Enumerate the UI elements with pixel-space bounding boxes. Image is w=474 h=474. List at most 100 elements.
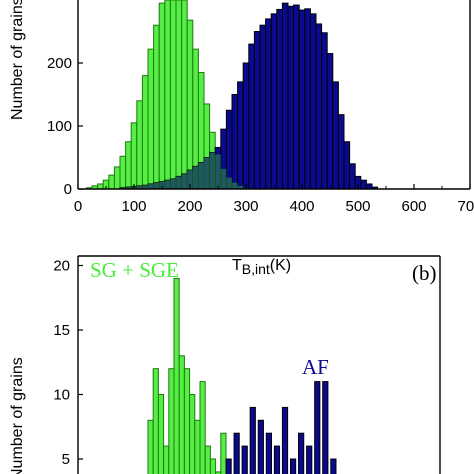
panel-b-bar-green bbox=[157, 394, 165, 474]
panel-b-ytick-label: 15 bbox=[53, 322, 70, 339]
panel-b-bar-green bbox=[152, 368, 159, 474]
panel-a-axes: 0 100 200 300 400 500 600 700 0 100 200 bbox=[47, 0, 474, 215]
panel-a-bar-blue bbox=[293, 4, 300, 190]
panel-b-bar-green bbox=[194, 419, 201, 474]
panel-b-bar-green bbox=[199, 381, 206, 474]
panel-a-ytick-label: 200 bbox=[47, 55, 72, 72]
panel-b-ytick-label: 10 bbox=[53, 387, 70, 404]
panel-b-bar-blue bbox=[225, 458, 232, 474]
panel-a-histogram: 0 100 200 300 400 500 600 700 0 100 200 Number of … bbox=[9, 0, 474, 277]
panel-a-bar-blue bbox=[349, 163, 356, 190]
panel-a-bar-blue bbox=[298, 9, 306, 190]
panel-b-bar-green bbox=[163, 445, 170, 474]
panel-b-bar-blue bbox=[322, 381, 329, 474]
panel-a-overlap-bar bbox=[237, 185, 244, 189]
panel-a-overlap-bar bbox=[192, 166, 199, 189]
panel-a-bar-green bbox=[97, 183, 104, 190]
panel-a-overlap-bar bbox=[220, 168, 227, 189]
panel-b-bar-green bbox=[183, 368, 191, 474]
panel-a-overlap-bar bbox=[142, 185, 148, 189]
panel-a-overlap-bar bbox=[176, 176, 182, 189]
panel-a-overlap-bar bbox=[232, 182, 238, 189]
panel-a-bars bbox=[85, 0, 379, 190]
panel-b-bar-blue bbox=[306, 445, 313, 474]
panel-a-overlap-bar bbox=[181, 173, 188, 189]
panel-a-bar-blue bbox=[237, 81, 244, 190]
panel-b-bar-blue bbox=[289, 458, 297, 474]
panel-b-bar-blue bbox=[257, 419, 264, 474]
panel-a-bar-green bbox=[164, 0, 171, 190]
panel-a-bar-blue bbox=[304, 8, 311, 190]
panel-a-bar-blue bbox=[365, 183, 373, 190]
panel-b-bar-green bbox=[215, 471, 222, 474]
panel-a-bar-blue bbox=[337, 114, 345, 190]
panel-a-ytick-label: 0 bbox=[64, 181, 72, 198]
panel-a-bar-green bbox=[147, 48, 155, 190]
panel-a-overlap-bar bbox=[204, 157, 210, 189]
panel-a-bar-blue bbox=[253, 31, 261, 190]
panel-a-bar-blue bbox=[315, 23, 323, 190]
panel-a-overlap-bar bbox=[159, 181, 165, 189]
panel-a-bar-blue bbox=[309, 13, 317, 190]
panel-a-overlap-bar bbox=[215, 154, 221, 189]
panel-a-bar-green bbox=[119, 155, 127, 190]
panel-b-histogram: 5 10 15 20 Number of grains SG + SGE AF (b) bbox=[9, 255, 441, 474]
panel-a-bar-green bbox=[181, 0, 188, 190]
panel-a-bar-blue bbox=[321, 32, 328, 190]
panel-a-xtick-label: 300 bbox=[233, 198, 258, 215]
panel-a-xtick-label: 0 bbox=[74, 198, 82, 215]
panel-a-overlap-bar bbox=[170, 178, 176, 189]
panel-a-overlap-bar bbox=[198, 162, 204, 189]
panel-b-bar-blue bbox=[233, 432, 240, 474]
panel-a-bar-green bbox=[136, 100, 143, 190]
panel-a-bar-blue bbox=[326, 53, 334, 190]
panel-a-bar-blue bbox=[242, 62, 250, 190]
panel-a-bar-blue bbox=[343, 141, 351, 190]
panel-b-bar-green bbox=[220, 432, 227, 474]
panel-a-overlap-bar bbox=[164, 180, 171, 189]
panel-a-ytick-label: 100 bbox=[47, 118, 72, 135]
panel-a-xtick-label: 200 bbox=[177, 198, 202, 215]
panel-b-bar-green bbox=[178, 355, 185, 474]
panel-a-bar-green bbox=[158, 2, 166, 190]
panel-a-bar-green bbox=[125, 141, 132, 190]
panel-a-bar-blue bbox=[332, 81, 339, 190]
panel-a-overlap-bar bbox=[209, 152, 216, 189]
panel-a-overlap-bar bbox=[148, 183, 154, 189]
panel-a-xtick-label: 700 bbox=[457, 198, 474, 215]
panel-a-bar-green bbox=[175, 0, 183, 190]
panel-b-bar-green bbox=[204, 445, 211, 474]
panel-b-annotation-green: SG + SGE bbox=[90, 258, 179, 282]
panel-a-bar-green bbox=[141, 75, 149, 190]
panel-b-ytick-label: 5 bbox=[62, 451, 70, 468]
panel-a-xtick-label: 500 bbox=[345, 198, 370, 215]
panel-a-bar-blue bbox=[360, 179, 367, 190]
panel-b-bar-green bbox=[189, 394, 196, 474]
panel-b-bar-green bbox=[173, 277, 180, 474]
panel-a-bar-green bbox=[108, 174, 115, 190]
panel-b-bars bbox=[147, 277, 337, 474]
panel-b-bar-green bbox=[168, 368, 175, 474]
panel-a-xlabel-sub: B,int bbox=[242, 261, 270, 277]
panel-a-xlabel: TB,int(K) bbox=[232, 257, 291, 277]
panel-a-overlap-bar bbox=[226, 177, 232, 189]
panel-a-bar-blue bbox=[259, 24, 267, 190]
panel-b-bar-blue bbox=[298, 432, 305, 474]
panel-a-bar-blue bbox=[270, 13, 278, 190]
panel-a-bar-green bbox=[186, 19, 194, 190]
panel-a-bar-blue bbox=[231, 94, 239, 190]
panel-b-bar-blue bbox=[330, 458, 337, 474]
panel-b-bar-blue bbox=[265, 432, 272, 474]
panel-a-overlap-bar bbox=[187, 170, 193, 189]
panel-a-xlabel-main: T bbox=[232, 257, 242, 274]
panel-a-bar-green bbox=[169, 0, 177, 190]
panel-a-bar-blue bbox=[281, 2, 289, 190]
panel-a-ylabel: Number of grains bbox=[9, 0, 26, 120]
panel-b-ylabel: Number of grains bbox=[9, 357, 26, 474]
panel-b-tag: (b) bbox=[412, 261, 437, 285]
panel-a-bar-blue bbox=[287, 5, 295, 190]
panel-a-overlap-bar bbox=[136, 185, 143, 189]
panel-a-bar-green bbox=[153, 24, 160, 190]
panel-b-axes: 5 10 15 20 bbox=[53, 255, 441, 474]
